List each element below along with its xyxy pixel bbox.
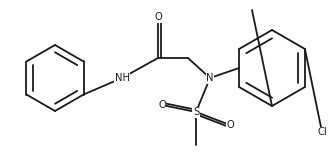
Text: O: O bbox=[226, 120, 234, 130]
Text: O: O bbox=[154, 12, 162, 22]
Text: N: N bbox=[206, 73, 214, 83]
Text: NH: NH bbox=[115, 73, 130, 83]
Text: S: S bbox=[193, 107, 199, 117]
Text: O: O bbox=[158, 100, 166, 110]
Text: Cl: Cl bbox=[317, 127, 327, 137]
